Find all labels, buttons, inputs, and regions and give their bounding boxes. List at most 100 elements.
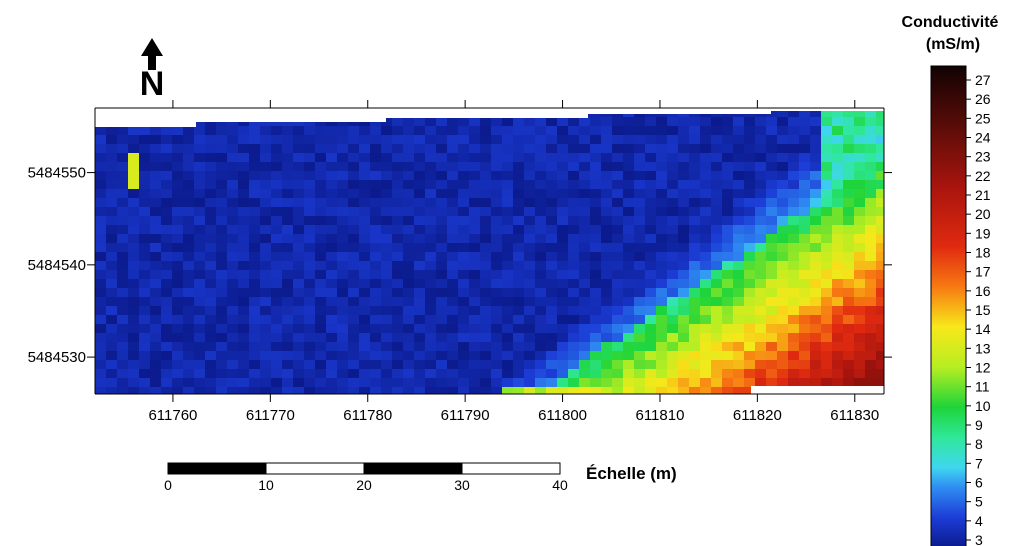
heatmap-cell [546,306,558,316]
heatmap-cell [513,189,525,199]
heatmap-cell [524,369,536,379]
heatmap-cell [821,216,833,226]
heatmap-cell [128,171,140,181]
heatmap-cell [392,270,404,280]
heatmap-cell [458,279,470,289]
heatmap-cell [326,306,338,316]
heatmap-cell [381,234,393,244]
heatmap-cell [216,234,228,244]
heatmap-cell [128,387,140,394]
heatmap-cell [678,324,690,334]
heatmap-cell [667,378,679,388]
heatmap-cell [260,135,272,145]
heatmap-cell [810,270,822,280]
heatmap-cell [183,153,195,163]
heatmap-cell [381,252,393,262]
heatmap-cell [414,261,426,271]
heatmap-cell [601,279,613,289]
heatmap-cell [480,297,492,307]
heatmap-cell [722,351,734,361]
heatmap-cell [832,351,844,361]
heatmap-cell [150,189,162,199]
heatmap-cell [469,288,481,298]
heatmap-cell [117,111,129,118]
heatmap-cell [711,135,723,145]
heatmap-cell [403,162,415,172]
heatmap-cell [799,342,811,352]
heatmap-cell [304,180,316,190]
heatmap-cell [348,180,360,190]
heatmap-cell [843,369,855,379]
heatmap-cell [722,279,734,289]
heatmap-cell [502,288,514,298]
heatmap-cell [106,162,118,172]
heatmap-cell [139,117,151,127]
heatmap-cell [876,288,884,298]
heatmap-cell [469,225,481,235]
heatmap-cell [106,369,118,379]
heatmap-cell [535,243,547,253]
heatmap-cell [260,279,272,289]
heatmap-cell [502,252,514,262]
heatmap-cell [205,162,217,172]
heatmap-cell [678,171,690,181]
heatmap-cell [601,198,613,208]
heatmap-cell [700,180,712,190]
heatmap-cell [711,216,723,226]
heatmap-cell [469,198,481,208]
heatmap-cell [876,180,884,190]
heatmap-cell [766,297,778,307]
heatmap-cell [95,207,107,217]
heatmap-cell [733,198,745,208]
heatmap-cell [733,342,745,352]
heatmap-cell [469,117,481,127]
heatmap-cell [777,171,789,181]
heatmap-cell [469,324,481,334]
heatmap-cell [271,333,283,343]
heatmap-cell [128,144,140,154]
heatmap-cell [634,333,646,343]
heatmap-cell [403,261,415,271]
heatmap-cell [227,243,239,253]
heatmap-cell [480,369,492,379]
heatmap-cell [359,153,371,163]
heatmap-cell [766,126,778,136]
heatmap-cell [711,342,723,352]
heatmap-cell [799,351,811,361]
heatmap-cell [315,144,327,154]
heatmap-cell [304,234,316,244]
heatmap-cell [326,135,338,145]
heatmap-cell [381,153,393,163]
heatmap-cell [568,333,580,343]
heatmap-cell [458,126,470,136]
heatmap-cell [524,270,536,280]
heatmap-cell [304,261,316,271]
heatmap-cell [359,162,371,172]
heatmap-cell [601,360,613,370]
heatmap-cell [678,252,690,262]
heatmap-cell [755,153,767,163]
heatmap-cell [568,126,580,136]
heatmap-cell [458,144,470,154]
heatmap-cell [238,126,250,136]
heatmap-cell [480,261,492,271]
heatmap-cell [634,315,646,325]
heatmap-cell [656,360,668,370]
heatmap-cell [249,171,261,181]
heatmap-cell [524,351,536,361]
x-tick-label: 611800 [538,407,587,424]
heatmap-cell [821,153,833,163]
heatmap-cell [799,207,811,217]
heatmap-cell [260,117,272,127]
heatmap-cell [337,207,349,217]
heatmap-cell [348,333,360,343]
heatmap-cell [766,252,778,262]
heatmap-cell [260,342,272,352]
heatmap-cell [678,126,690,136]
heatmap-cell [876,162,884,172]
heatmap-cell [612,198,624,208]
heatmap-cell [183,252,195,262]
heatmap-cell [359,261,371,271]
heatmap-cell [645,189,657,199]
heatmap-cell [623,243,635,253]
